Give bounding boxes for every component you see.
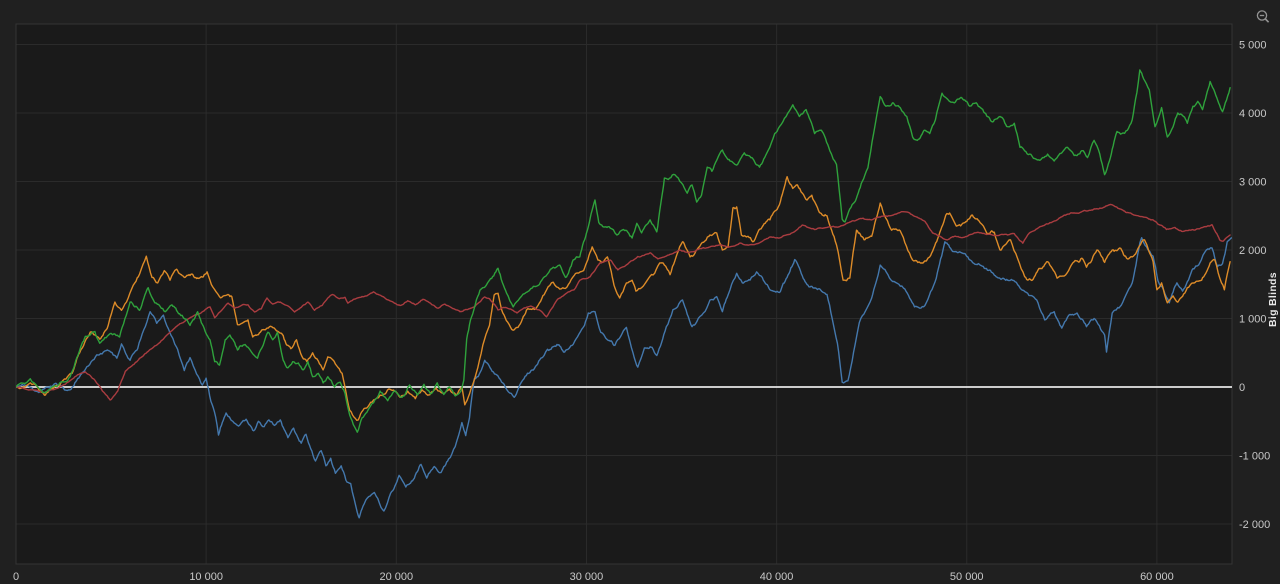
x-axis-tick-label: 40 000 bbox=[760, 571, 794, 583]
zoom-out-icon[interactable] bbox=[1252, 6, 1274, 28]
x-axis-tick-label: 50 000 bbox=[950, 571, 984, 583]
y-axis-tick-label: 2 000 bbox=[1239, 245, 1267, 257]
y-axis-tick-label: 4 000 bbox=[1239, 108, 1267, 120]
y-axis-title: Big Blinds bbox=[1267, 272, 1279, 328]
y-axis-tick-label: 1 000 bbox=[1239, 314, 1267, 326]
x-axis-tick-label: 20 000 bbox=[379, 571, 413, 583]
blue-winnings-line bbox=[16, 237, 1232, 519]
y-axis-tick-label: 3 000 bbox=[1239, 177, 1267, 189]
y-axis-tick-label: 5 000 bbox=[1239, 40, 1267, 52]
x-axis-tick-label: 30 000 bbox=[570, 571, 604, 583]
orange-winnings-line bbox=[16, 176, 1231, 421]
red-winnings-line bbox=[16, 203, 1231, 401]
x-axis-tick-label: 0 bbox=[13, 571, 19, 583]
plot-area-border bbox=[15, 23, 1233, 565]
plot-area-background bbox=[16, 24, 1232, 564]
green-winnings-line bbox=[16, 69, 1231, 433]
y-axis-tick-label: 0 bbox=[1239, 382, 1245, 394]
x-axis-tick-label: 10 000 bbox=[189, 571, 223, 583]
y-axis-tick-label: -2 000 bbox=[1239, 519, 1270, 531]
x-axis-tick-label: 60 000 bbox=[1140, 571, 1174, 583]
y-axis-tick-label: -1 000 bbox=[1239, 451, 1270, 463]
magnifier-glyph bbox=[1256, 10, 1270, 23]
